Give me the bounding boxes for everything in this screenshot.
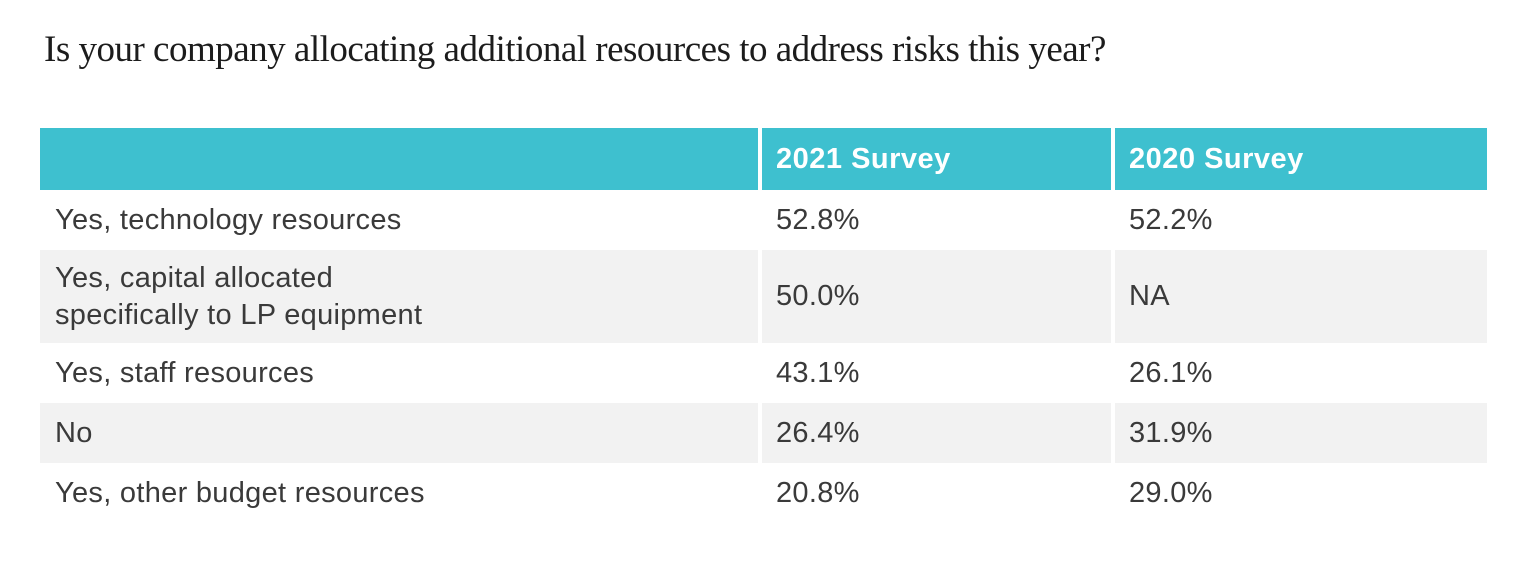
table-row: Yes, capital allocated specifically to L… bbox=[40, 250, 1487, 343]
row-label: Yes, capital allocated specifically to L… bbox=[40, 250, 758, 343]
table-row: Yes, other budget resources 20.8% 29.0% bbox=[40, 463, 1487, 523]
row-label: Yes, technology resources bbox=[40, 190, 758, 250]
page-title: Is your company allocating additional re… bbox=[44, 29, 1106, 70]
header-cell-blank bbox=[40, 128, 758, 190]
value-2020: 29.0% bbox=[1115, 463, 1487, 523]
value-2021: 20.8% bbox=[762, 463, 1111, 523]
value-2021: 50.0% bbox=[762, 250, 1111, 343]
value-2021: 43.1% bbox=[762, 343, 1111, 403]
row-label: Yes, other budget resources bbox=[40, 463, 758, 523]
row-label: Yes, staff resources bbox=[40, 343, 758, 403]
value-2021: 26.4% bbox=[762, 403, 1111, 463]
value-2020: NA bbox=[1115, 250, 1487, 343]
table-header-row: 2021 Survey 2020 Survey bbox=[40, 128, 1487, 190]
header-cell-2020-survey: 2020 Survey bbox=[1115, 128, 1487, 190]
header-cell-2021-survey: 2021 Survey bbox=[762, 128, 1111, 190]
table-row: No 26.4% 31.9% bbox=[40, 403, 1487, 463]
value-2020: 52.2% bbox=[1115, 190, 1487, 250]
row-label: No bbox=[40, 403, 758, 463]
survey-results-table: 2021 Survey 2020 Survey Yes, technology … bbox=[40, 128, 1487, 523]
value-2020: 31.9% bbox=[1115, 403, 1487, 463]
value-2021: 52.8% bbox=[762, 190, 1111, 250]
table-row: Yes, staff resources 43.1% 26.1% bbox=[40, 343, 1487, 403]
table-row: Yes, technology resources 52.8% 52.2% bbox=[40, 190, 1487, 250]
value-2020: 26.1% bbox=[1115, 343, 1487, 403]
